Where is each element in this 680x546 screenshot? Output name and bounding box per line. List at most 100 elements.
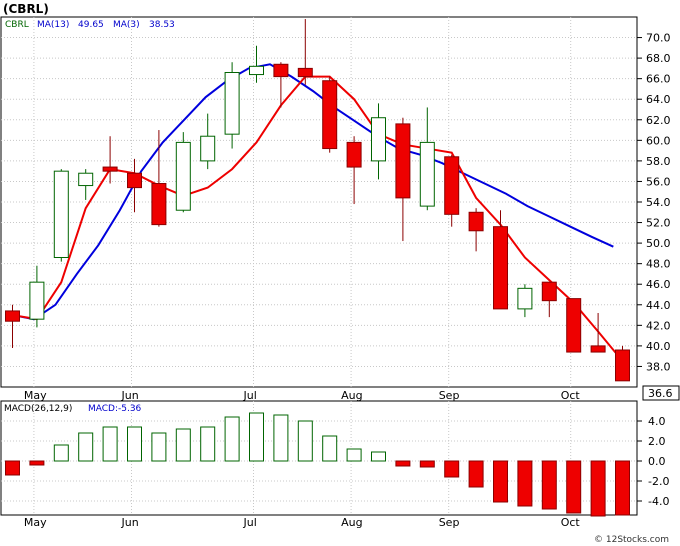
macd-bar-negative (566, 460, 582, 514)
macd-xtick-label: Jun (121, 516, 139, 529)
macd-bar-positive (200, 426, 216, 462)
macd-legend-label: MACD(26,12,9) (4, 404, 72, 414)
candle-body-down (5, 310, 20, 322)
macd-bar-negative (419, 460, 435, 468)
macd-bar-positive (273, 414, 289, 462)
macd-bar-positive (175, 428, 191, 462)
candle (395, 117, 411, 242)
candle (517, 284, 533, 318)
price-xtick-label: Aug (341, 389, 362, 402)
legend-ma13-label: MA(13) (37, 20, 69, 30)
candle-body-up (29, 281, 45, 320)
candle (590, 313, 606, 353)
candle (175, 132, 191, 213)
price-ytick-label: 48.0 (646, 258, 671, 271)
macd-panel: -4.0 -2.0 0.0 2.0 4.0 May Jun Jul Aug Sep Oct MAC… (0, 400, 669, 529)
price-xtick-label: Oct (561, 389, 581, 402)
candle (566, 298, 582, 353)
candle (444, 154, 460, 227)
macd-legend-value: -5.36 (118, 404, 142, 414)
macd-bar-positive (297, 420, 313, 462)
candle-body-down (468, 211, 484, 232)
price-ytick-label: 50.0 (646, 237, 671, 250)
macd-bar-negative (444, 460, 460, 478)
candle (200, 113, 216, 170)
macd-bar-positive (53, 444, 69, 462)
candle (322, 76, 338, 153)
copyright-text: © 12Stocks.com (594, 535, 669, 545)
price-ytick-label: 58.0 (646, 155, 671, 168)
candle-body-down (615, 349, 630, 382)
candle (346, 136, 362, 205)
candle (5, 304, 20, 348)
candle-body-up (53, 170, 69, 259)
candle (224, 62, 240, 149)
macd-bar-negative (615, 460, 630, 516)
macd-bar-positive (127, 426, 142, 462)
candle-body-up (224, 72, 240, 135)
macd-bar-positive (322, 435, 338, 462)
price-ytick-label: 70.0 (646, 32, 671, 45)
price-ytick-label: 66.0 (646, 73, 671, 86)
macd-bar-positive (102, 426, 118, 462)
candle-body-down (590, 345, 606, 353)
price-ytick-label: 68.0 (646, 52, 671, 65)
price-ytick-label: 64.0 (646, 93, 671, 106)
candle (29, 265, 45, 328)
candle (541, 281, 557, 318)
macd-bar-positive (78, 432, 94, 462)
legend-ma3-label: MA(3) (113, 20, 140, 30)
macd-bar-negative (517, 460, 533, 507)
legend-ma3-value: 38.53 (149, 20, 175, 30)
candle (102, 136, 118, 184)
candle (151, 130, 167, 227)
candle (297, 19, 313, 85)
candle (53, 169, 69, 262)
candle-body-up (419, 141, 435, 207)
macd-bar-positive (249, 412, 264, 462)
price-ytick-label: 38.0 (646, 360, 671, 373)
candle-body-up (249, 65, 264, 76)
price-ytick-label: 52.0 (646, 217, 671, 230)
macd-plot-area (0, 400, 638, 516)
candle-body-up (175, 141, 191, 211)
last-price-tag (642, 385, 680, 401)
candle-body-up (78, 172, 94, 187)
ma13-line (12, 63, 614, 321)
macd-xtick-label: Sep (439, 516, 460, 529)
macd-ytick-label: -4.0 (648, 495, 669, 508)
macd-bar-positive (151, 432, 167, 462)
candle-body-down (102, 166, 118, 172)
candle-body-down (297, 67, 313, 78)
candle-body-down (444, 156, 460, 215)
last-price-value: 36.6 (648, 387, 673, 400)
macd-ytick-label: 2.0 (648, 435, 666, 448)
candle (371, 103, 386, 180)
candle-body-down (493, 226, 508, 310)
candle-body-up (371, 117, 386, 162)
price-ytick-label: 46.0 (646, 278, 671, 291)
price-ytick-label: 44.0 (646, 299, 671, 312)
price-ytick-label: 54.0 (646, 196, 671, 209)
price-xtick-label: Jul (243, 389, 257, 402)
price-ytick-label: 40.0 (646, 340, 671, 353)
price-panel: 38.0 40.0 42.0 44.0 46.0 48.0 50.0 52.0 54.0 56.0… (0, 16, 680, 402)
candle-body-up (517, 287, 533, 310)
macd-bar-negative (493, 460, 508, 503)
price-ytick-label: 56.0 (646, 175, 671, 188)
macd-bar-negative (468, 460, 484, 488)
price-xtick-label: Sep (439, 389, 460, 402)
candle (468, 208, 484, 252)
candle (419, 107, 435, 211)
price-xtick-label: May (24, 389, 47, 402)
legend-symbol: CBRL (5, 20, 29, 30)
macd-bar-negative (590, 460, 606, 517)
macd-xtick-label: Jul (243, 516, 257, 529)
macd-bar-negative (395, 460, 411, 467)
macd-xtick-label: Aug (341, 516, 362, 529)
candle (78, 169, 94, 200)
macd-xtick-label: Oct (561, 516, 581, 529)
candle-body-up (200, 135, 216, 162)
candle (493, 210, 508, 310)
candle (615, 345, 630, 382)
